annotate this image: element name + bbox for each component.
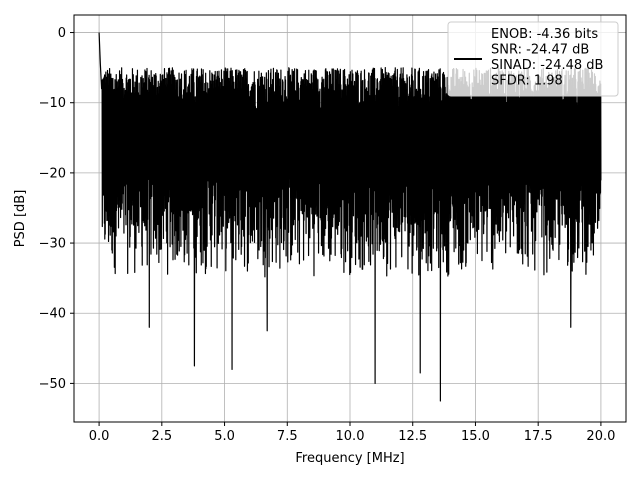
x-tick-label: 0.0	[89, 429, 110, 444]
y-tick-label: −10	[39, 96, 66, 111]
x-tick-label: 15.0	[461, 429, 490, 444]
legend-entry-sinad: SINAD: -24.48 dB	[491, 58, 603, 73]
psd-line	[98, 32, 602, 402]
y-tick-label: −40	[39, 307, 66, 322]
y-tick-label: −50	[39, 377, 66, 392]
x-tick-label: 5.0	[214, 429, 235, 444]
y-tick-label: 0	[58, 26, 66, 41]
y-tick-label: −20	[39, 166, 66, 181]
legend-entry-enob: ENOB: -4.36 bits	[491, 27, 598, 42]
y-axis-ticks: 0 −10 −20 −30 −40 −50	[39, 26, 74, 392]
x-tick-label: 7.5	[277, 429, 298, 444]
y-tick-label: −30	[39, 237, 66, 252]
x-axis-ticks: 0.0 2.5 5.0 7.5 10.0 12.5 15.0 17.5 20.0	[89, 422, 615, 444]
y-axis-title: PSD [dB]	[13, 190, 28, 248]
x-tick-label: 10.0	[336, 429, 365, 444]
legend-entry-sfdr: SFDR: 1.98	[491, 74, 563, 89]
x-axis-title: Frequency [MHz]	[295, 451, 404, 466]
psd-series	[98, 32, 602, 402]
legend-entry-snr: SNR: -24.47 dB	[491, 43, 589, 58]
x-tick-label: 17.5	[524, 429, 553, 444]
x-tick-label: 2.5	[151, 429, 172, 444]
x-tick-label: 20.0	[586, 429, 615, 444]
legend: ENOB: -4.36 bits SNR: -24.47 dB SINAD: -…	[447, 21, 619, 97]
x-tick-label: 12.5	[398, 429, 427, 444]
legend-box	[447, 21, 619, 97]
